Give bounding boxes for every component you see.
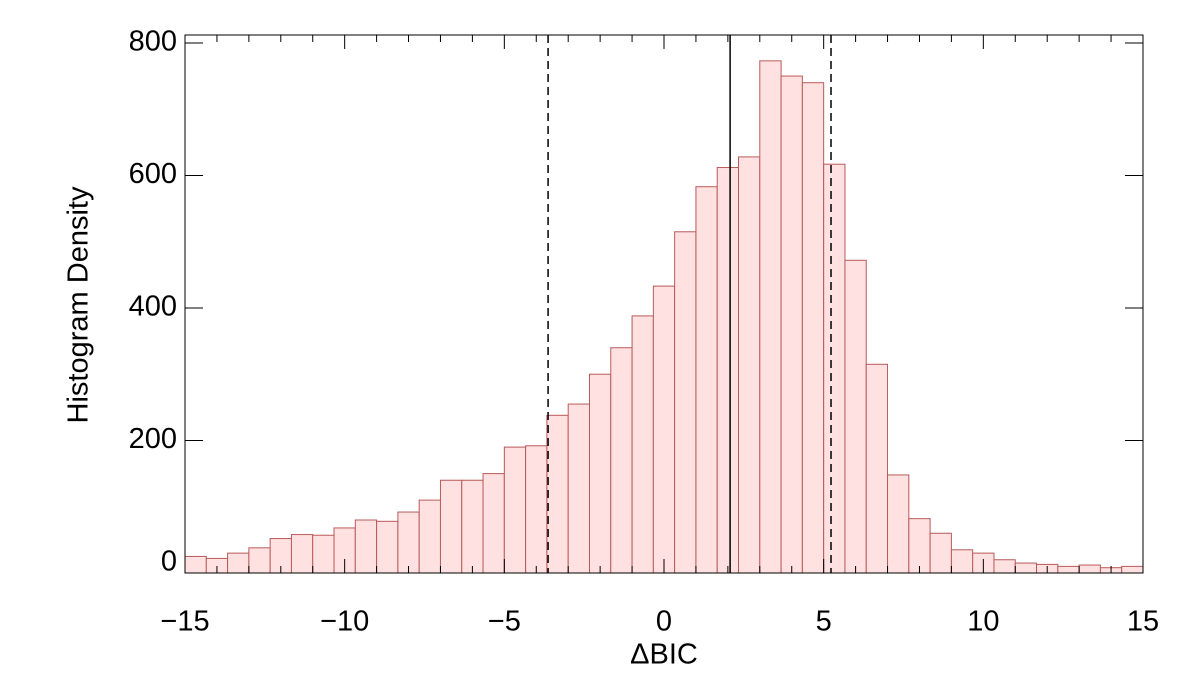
bar: [1078, 564, 1101, 574]
bar: [738, 156, 761, 574]
bar: [844, 259, 867, 574]
x-tick-label: −15: [160, 606, 209, 638]
x-tick-label: 0: [656, 606, 672, 638]
x-tick-label: −10: [320, 606, 369, 638]
bar: [461, 479, 484, 574]
y-tick-label: 0: [161, 546, 177, 578]
x-tick-label: 5: [816, 606, 832, 638]
bar: [610, 347, 633, 574]
bar: [801, 82, 825, 574]
bar: [503, 446, 527, 574]
bar: [376, 520, 399, 574]
bar: [993, 559, 1016, 574]
bar: [1121, 565, 1144, 574]
bar: [780, 75, 803, 574]
bar: [674, 231, 697, 574]
x-axis-label: ΔBIC: [630, 639, 698, 671]
x-tick-label: 15: [1127, 606, 1159, 638]
bar: [227, 552, 250, 574]
bar: [950, 549, 974, 574]
bar: [397, 511, 420, 574]
bar: [1057, 565, 1080, 574]
x-tick-label: −5: [488, 606, 521, 638]
bar: [418, 499, 441, 574]
bar: [525, 445, 548, 574]
bar: [652, 285, 676, 574]
bar: [439, 479, 463, 574]
bar: [354, 519, 378, 574]
bar: [823, 163, 846, 574]
y-tick-label: 600: [129, 158, 177, 190]
bar: [588, 373, 612, 574]
bar: [695, 186, 718, 574]
bar: [290, 534, 314, 574]
bar: [546, 414, 569, 574]
bar: [716, 167, 740, 574]
bar: [908, 518, 931, 574]
bar: [1014, 562, 1038, 574]
bar: [929, 532, 952, 574]
bar: [865, 363, 889, 574]
bar: [184, 555, 207, 574]
bar: [759, 60, 782, 574]
bar: [312, 534, 335, 574]
bar: [248, 547, 271, 574]
bar: [482, 473, 505, 574]
x-tick-label: 10: [967, 606, 999, 638]
bar: [887, 474, 910, 574]
y-tick-label: 200: [129, 423, 177, 455]
bar: [631, 315, 654, 574]
y-axis-label: Histogram Density: [63, 186, 95, 423]
y-tick-label: 400: [129, 291, 177, 323]
y-tick-label: 800: [129, 26, 177, 58]
bar: [567, 403, 590, 574]
